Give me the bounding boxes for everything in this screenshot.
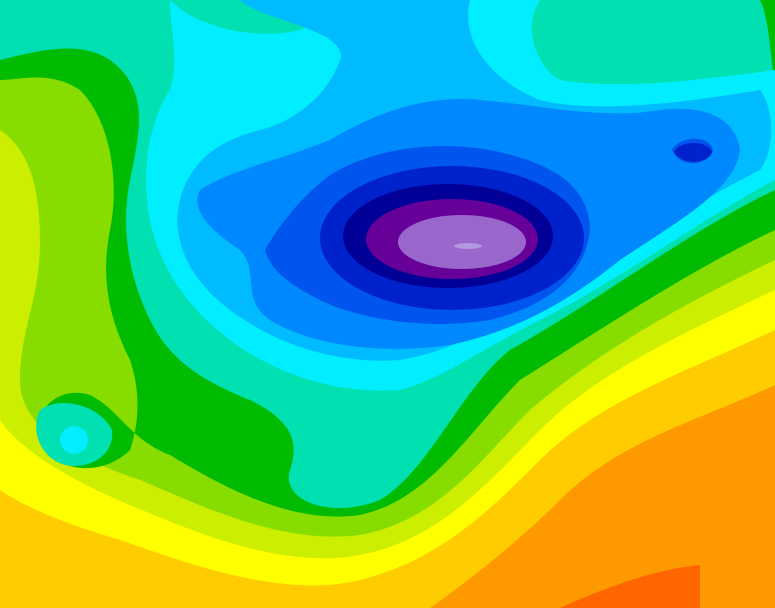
band-lavender (398, 215, 526, 269)
band-cyan-pocket (60, 426, 88, 454)
band-dark-orange (560, 565, 700, 608)
band-lightest (454, 243, 482, 249)
band-dark-blue-pocket (674, 143, 712, 162)
